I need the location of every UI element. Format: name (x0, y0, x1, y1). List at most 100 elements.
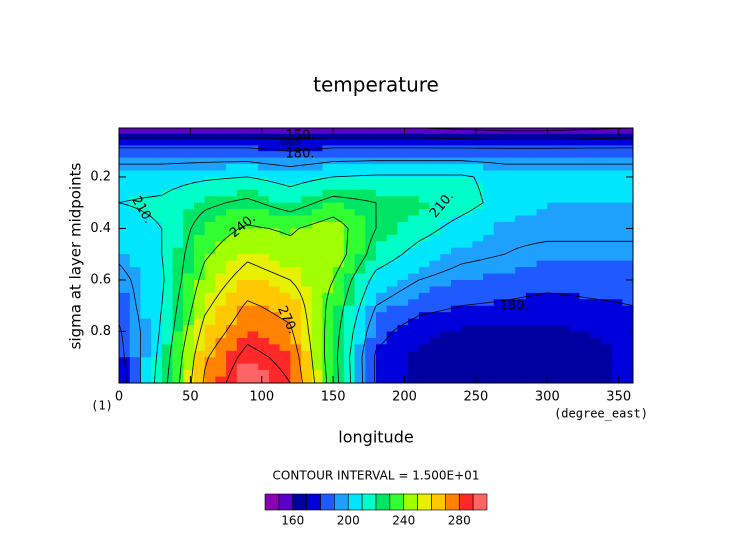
contour-cell (226, 151, 238, 159)
contour-cell (236, 292, 248, 300)
contour-cell (600, 128, 612, 135)
contour-cell (525, 325, 538, 332)
contour-cell (515, 363, 527, 371)
contour-cell (343, 273, 355, 281)
contour-cell (493, 299, 505, 307)
contour-cell (622, 247, 634, 255)
contour-cell (418, 189, 430, 197)
contour-cell (472, 157, 484, 165)
contour-cell (215, 292, 227, 300)
contour-cell (397, 260, 409, 268)
contour-cell (193, 312, 206, 320)
contour-cell (536, 299, 548, 307)
contour-cell (279, 325, 291, 332)
contour-cell (322, 305, 334, 313)
x-tick-label: 200 (392, 390, 417, 405)
contour-cell (161, 128, 173, 135)
contour-cell (258, 234, 270, 242)
contour-cell (600, 254, 612, 262)
contour-cell (119, 376, 131, 384)
contour-cell (151, 279, 163, 287)
contour-cell (258, 344, 270, 352)
contour-cell (140, 196, 152, 204)
contour-cell (611, 202, 623, 210)
contour-cell (568, 247, 580, 255)
contour-cell (204, 292, 216, 300)
contour-cell (333, 128, 345, 135)
contour-cell (119, 128, 131, 135)
contour-cell (483, 222, 495, 229)
colorbar-swatch (403, 493, 418, 511)
contour-cell (333, 139, 345, 146)
contour-fill (119, 128, 634, 384)
contour-cell (322, 128, 334, 135)
contour-cell (579, 228, 591, 236)
contour-cell (183, 286, 195, 294)
contour-cell (119, 331, 131, 339)
contour-cell (140, 222, 152, 229)
contour-cell (386, 325, 398, 332)
contour-cell (450, 151, 463, 159)
contour-cell (311, 286, 323, 294)
contour-cell (418, 209, 430, 216)
contour-cell (600, 376, 612, 384)
contour-cell (515, 299, 527, 307)
contour-cell (504, 292, 516, 300)
y-axis-label: sigma at layer midpoints (67, 162, 85, 349)
contour-cell (408, 337, 420, 345)
contour-cell (568, 222, 580, 229)
contour-cell (183, 247, 195, 255)
contour-cell (172, 139, 184, 146)
contour-cell (611, 196, 623, 204)
contour-cell (119, 299, 131, 307)
contour-cell (568, 370, 580, 377)
contour-cell (215, 305, 227, 313)
contour-cell (333, 228, 345, 236)
contour-cell (354, 254, 366, 262)
contour-cell (365, 267, 377, 274)
contour-cell (365, 170, 377, 178)
contour-cell (579, 299, 591, 307)
contour-cell (450, 176, 463, 184)
contour-line (119, 137, 634, 140)
contour-cell (354, 170, 366, 178)
contour-cell (590, 157, 602, 165)
y-tick-label: 0.4 (90, 221, 111, 236)
contour-cell (183, 170, 195, 178)
contour-cell (183, 279, 195, 287)
contour-cell (151, 267, 163, 274)
x-tick-label: 50 (182, 390, 199, 405)
contour-cell (322, 164, 334, 171)
contour-cell (547, 260, 559, 268)
contour-cell (525, 254, 538, 262)
contour-cell (333, 312, 345, 320)
contour-cell (600, 260, 612, 268)
contour-cell (461, 164, 473, 171)
contour-cell (483, 305, 495, 313)
contour-cell (376, 325, 388, 332)
contour-cell (386, 254, 398, 262)
contour-cell (536, 196, 548, 204)
contour-cell (376, 344, 388, 352)
contour-cell (558, 151, 570, 159)
contour-cell (311, 376, 323, 384)
contour-cell (450, 241, 463, 249)
contour-cell (483, 133, 495, 140)
contour-cell (386, 344, 398, 352)
contour-cell (258, 164, 270, 171)
contour-cell (258, 260, 270, 268)
contour-cell (600, 145, 612, 152)
contour-cell (161, 133, 173, 140)
contour-cell (504, 196, 516, 204)
contour-cell (333, 241, 345, 249)
contour-cell (483, 350, 495, 358)
contour-cell (397, 267, 409, 274)
contour-cell (450, 376, 463, 384)
contour-cell (236, 234, 248, 242)
contour-cell (279, 222, 291, 229)
contour-cell (525, 228, 538, 236)
contour-cell (151, 312, 163, 320)
contour-cell (343, 151, 355, 159)
contour-cell (536, 370, 548, 377)
contour-cell (226, 247, 238, 255)
